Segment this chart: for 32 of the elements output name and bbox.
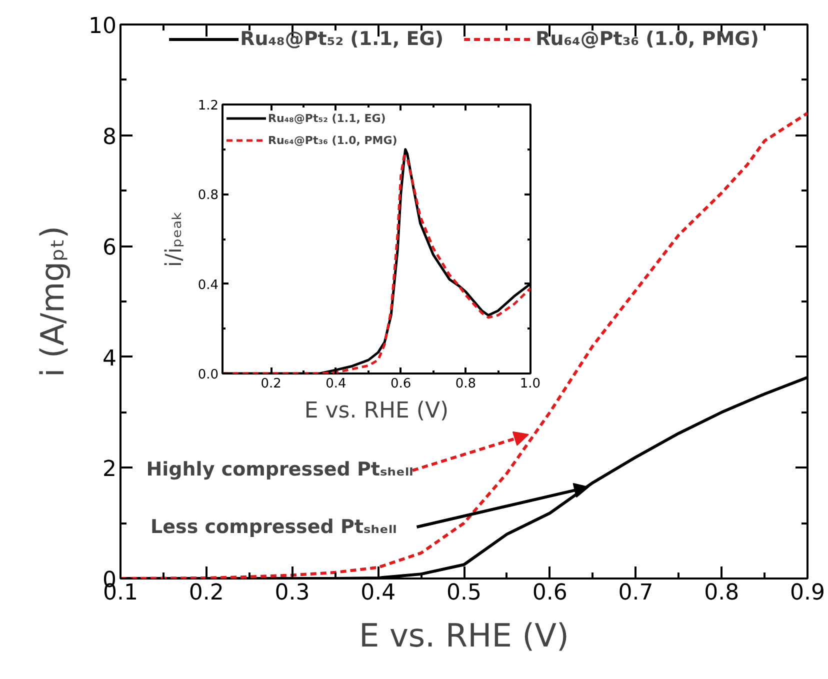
x-tick-label: 1.0	[520, 376, 541, 392]
legend-label: Ru₄₈@Pt₅₂ (1.1, EG)	[268, 112, 386, 124]
y-tick-label: 0.0	[198, 368, 219, 382]
y-tick-label: 0.4	[198, 278, 219, 293]
y-tick-label: 4	[102, 346, 117, 372]
x-axis-title: E vs. RHE (V)	[304, 398, 449, 424]
x-axis-title: E vs. RHE (V)	[359, 616, 569, 654]
y-tick-label: 0.8	[198, 188, 219, 204]
legend-label: Ru₆₄@Pt₃₆ (1.0, PMG)	[268, 134, 398, 146]
x-tick-label: 0.7	[618, 580, 654, 606]
y-tick-label: 10	[88, 14, 117, 39]
y-axis-title: i (A/mgₚₜ)	[34, 226, 72, 378]
y-tick-label: 8	[102, 124, 117, 150]
annotation: Less compressed Ptₛₕₑₗₗ	[150, 516, 397, 538]
x-tick-label: 0.5	[446, 580, 482, 606]
x-tick-label: 0.3	[274, 580, 310, 606]
x-tick-label: 0.4	[360, 580, 396, 606]
x-tick-label: 0.6	[532, 580, 568, 606]
x-tick-label: 0.8	[704, 580, 740, 606]
x-tick-label: 0.9	[790, 580, 826, 606]
x-tick-label: 0.2	[188, 580, 224, 606]
y-tick-label: 1.2	[198, 98, 219, 114]
y-tick-label: 6	[102, 236, 117, 261]
y-tick-label: 2	[102, 457, 117, 482]
x-tick-label: 0.2	[260, 376, 282, 392]
x-tick-label: 0.8	[455, 376, 476, 392]
y-axis-title: i/iₚₑₐₖ	[162, 210, 187, 268]
x-tick-label: 0.4	[326, 376, 346, 392]
legend-label: Ru₄₈@Pt₅₂ (1.1, EG)	[240, 28, 444, 50]
x-tick-label: 0.6	[390, 376, 412, 392]
annotation: Highly compressed Ptₛₕₑₗₗ	[146, 458, 414, 480]
legend-label: Ru₆₄@Pt₃₆ (1.0, PMG)	[536, 28, 759, 50]
